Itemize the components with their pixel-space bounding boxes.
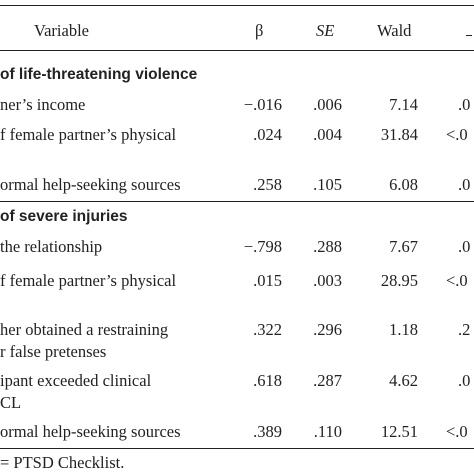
row-label: ormal help-seeking sources xyxy=(0,175,181,194)
beta-cell: .389 xyxy=(253,422,282,441)
se-cell: .006 xyxy=(313,95,342,114)
wald-cell: 4.62 xyxy=(389,371,418,390)
se-cell: .110 xyxy=(313,422,342,441)
section-title: of severe injuries xyxy=(0,208,128,225)
se-cell: .003 xyxy=(313,271,342,290)
bottom-rule xyxy=(0,448,474,449)
p-cell: .2 xyxy=(458,320,471,339)
p-cell: <.0 xyxy=(446,271,468,290)
header-se: SE xyxy=(316,21,335,40)
se-cell: .287 xyxy=(313,371,342,390)
p-cell: <.0 xyxy=(446,422,468,441)
top-rule xyxy=(0,5,474,6)
beta-cell: .258 xyxy=(253,175,282,194)
row-label: the relationship xyxy=(0,237,103,256)
se-cell: .105 xyxy=(313,175,342,194)
wald-cell: 6.08 xyxy=(389,175,418,194)
header-variable: Variable xyxy=(34,21,89,40)
beta-cell: .322 xyxy=(253,320,282,339)
row-label-continued: r false pretenses xyxy=(0,342,107,361)
row-label: her obtained a restraining xyxy=(0,320,169,339)
p-cell: .0 xyxy=(458,95,471,114)
row-label: f female partner’s physical xyxy=(0,125,177,144)
p-cell: <.0 xyxy=(446,125,468,144)
beta-cell: −.016 xyxy=(243,95,282,114)
p-cell: .0 xyxy=(458,237,471,256)
beta-cell: −.798 xyxy=(243,237,282,256)
se-cell: .004 xyxy=(313,125,342,144)
header-wald: Wald xyxy=(377,21,412,40)
beta-cell: .024 xyxy=(253,125,282,144)
row-label: ipant exceeded clinical xyxy=(0,371,152,390)
beta-cell: .015 xyxy=(253,271,282,290)
se-cell: .288 xyxy=(313,237,342,256)
se-cell: .296 xyxy=(313,320,342,339)
header-beta: β xyxy=(255,21,264,40)
wald-cell: 7.67 xyxy=(389,237,418,256)
section-title: of life-threatening violence xyxy=(0,66,198,83)
beta-cell: .618 xyxy=(253,371,282,390)
wald-cell: 31.84 xyxy=(380,125,418,144)
wald-cell: 7.14 xyxy=(389,95,418,114)
row-label: ner’s income xyxy=(0,95,86,114)
header-p-fragment xyxy=(466,35,472,36)
p-cell: .0 xyxy=(458,371,471,390)
wald-cell: 28.95 xyxy=(380,271,418,290)
row-label-continued: CL xyxy=(0,393,22,412)
p-cell: .0 xyxy=(458,175,471,194)
wald-cell: 1.18 xyxy=(389,320,418,339)
table-footnote: = PTSD Checklist. xyxy=(0,453,125,472)
wald-cell: 12.51 xyxy=(380,422,418,441)
row-label: ormal help-seeking sources xyxy=(0,422,181,441)
header-rule xyxy=(0,50,474,51)
row-label: f female partner’s physical xyxy=(0,271,177,290)
section-rule xyxy=(0,201,474,202)
